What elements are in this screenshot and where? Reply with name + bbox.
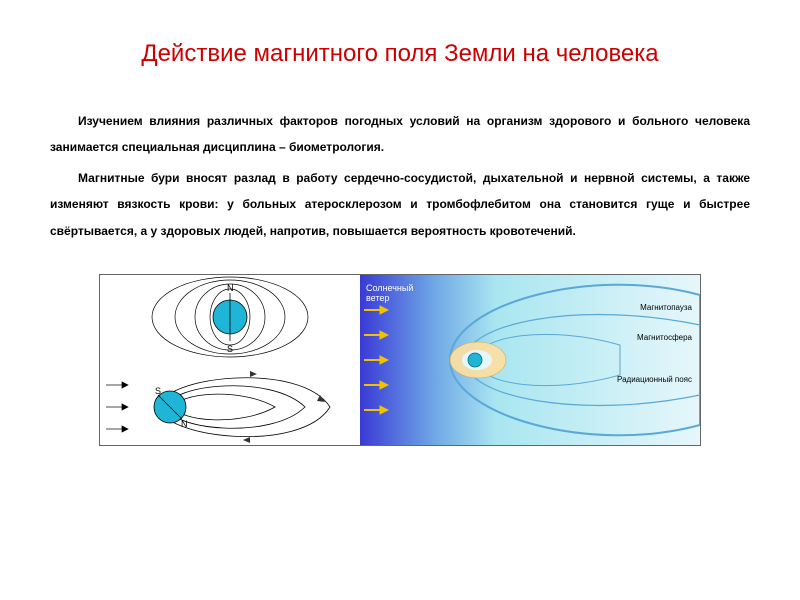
label-magnetopause: Магнитопауза	[640, 303, 692, 312]
tail-label-s: S	[155, 386, 161, 396]
paragraph-1: Изучением влияния различных факторов пог…	[50, 108, 750, 161]
paragraph-2: Магнитные бури вносят разлад в работу се…	[50, 165, 750, 244]
label-n: N	[227, 283, 234, 293]
label-solar-wind-2: ветер	[366, 293, 389, 303]
magnetotail-diagram: S N	[100, 365, 360, 455]
dipole-svg: N S	[100, 275, 360, 360]
magnetotail-svg: S N	[100, 365, 360, 450]
magnetosphere-diagram: Солнечный ветер Магнитопауза Магнитосфер…	[360, 275, 700, 445]
slide-title: Действие магнитного поля Земли на челове…	[50, 40, 750, 68]
tail-label-n: N	[181, 419, 188, 429]
figure-container: N S	[50, 274, 750, 446]
label-magnetosphere: Магнитосфера	[637, 333, 692, 342]
label-radiation-belt: Радиационный пояс	[617, 375, 692, 384]
magnetosphere-svg: Солнечный ветер	[360, 275, 700, 445]
label-solar-wind: Солнечный	[366, 283, 413, 293]
label-s: S	[227, 344, 233, 354]
body-text: Изучением влияния различных факторов пог…	[50, 108, 750, 244]
figure: N S	[99, 274, 701, 446]
figure-left-panel: N S	[100, 275, 360, 445]
slide: Действие магнитного поля Земли на челове…	[0, 0, 800, 600]
dipole-diagram: N S	[100, 275, 360, 365]
